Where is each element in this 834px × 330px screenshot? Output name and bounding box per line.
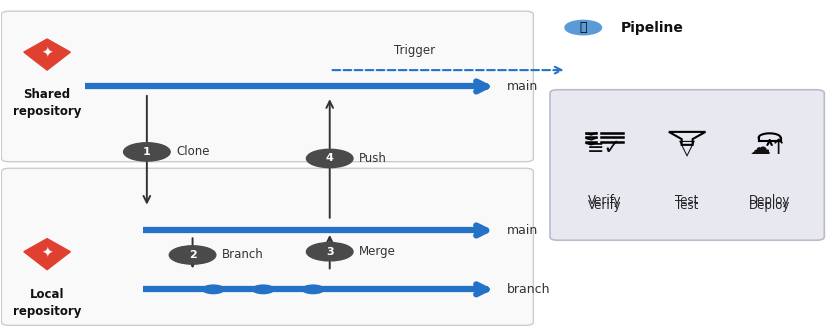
Text: Pipeline: Pipeline — [620, 20, 684, 35]
Text: Deploy: Deploy — [749, 194, 791, 208]
Text: ≡✓: ≡✓ — [587, 138, 622, 158]
Text: ✦: ✦ — [42, 47, 53, 61]
Text: branch: branch — [507, 283, 550, 296]
Text: ▽: ▽ — [679, 138, 696, 158]
Text: Test: Test — [676, 199, 699, 212]
Text: Deploy: Deploy — [749, 199, 791, 212]
Text: Trigger: Trigger — [394, 44, 435, 57]
FancyBboxPatch shape — [2, 11, 534, 162]
Text: Local
repository: Local repository — [13, 288, 81, 318]
Circle shape — [123, 143, 170, 161]
Text: Shared
repository: Shared repository — [13, 88, 81, 118]
Polygon shape — [24, 239, 70, 270]
Text: Merge: Merge — [359, 245, 395, 258]
FancyBboxPatch shape — [550, 90, 824, 240]
Text: main: main — [507, 80, 538, 93]
Text: 3: 3 — [326, 247, 334, 257]
Text: Branch: Branch — [222, 248, 264, 261]
Circle shape — [302, 285, 324, 294]
Text: Push: Push — [359, 152, 387, 165]
Text: main: main — [507, 224, 538, 237]
Polygon shape — [24, 39, 70, 70]
Circle shape — [565, 20, 601, 35]
Circle shape — [306, 243, 353, 261]
Circle shape — [253, 285, 274, 294]
Text: Test: Test — [676, 194, 699, 208]
Text: Verify: Verify — [588, 199, 621, 212]
FancyBboxPatch shape — [2, 168, 534, 325]
Text: ✦: ✦ — [42, 247, 53, 260]
Circle shape — [169, 246, 216, 264]
Text: 🚀: 🚀 — [580, 21, 587, 34]
Text: 4: 4 — [326, 153, 334, 163]
Circle shape — [306, 149, 353, 168]
Text: Clone: Clone — [176, 146, 209, 158]
Text: ☁↑: ☁↑ — [751, 138, 789, 158]
Text: 2: 2 — [188, 250, 197, 260]
Text: 1: 1 — [143, 147, 151, 157]
Circle shape — [203, 285, 224, 294]
Text: Verify: Verify — [588, 194, 621, 208]
